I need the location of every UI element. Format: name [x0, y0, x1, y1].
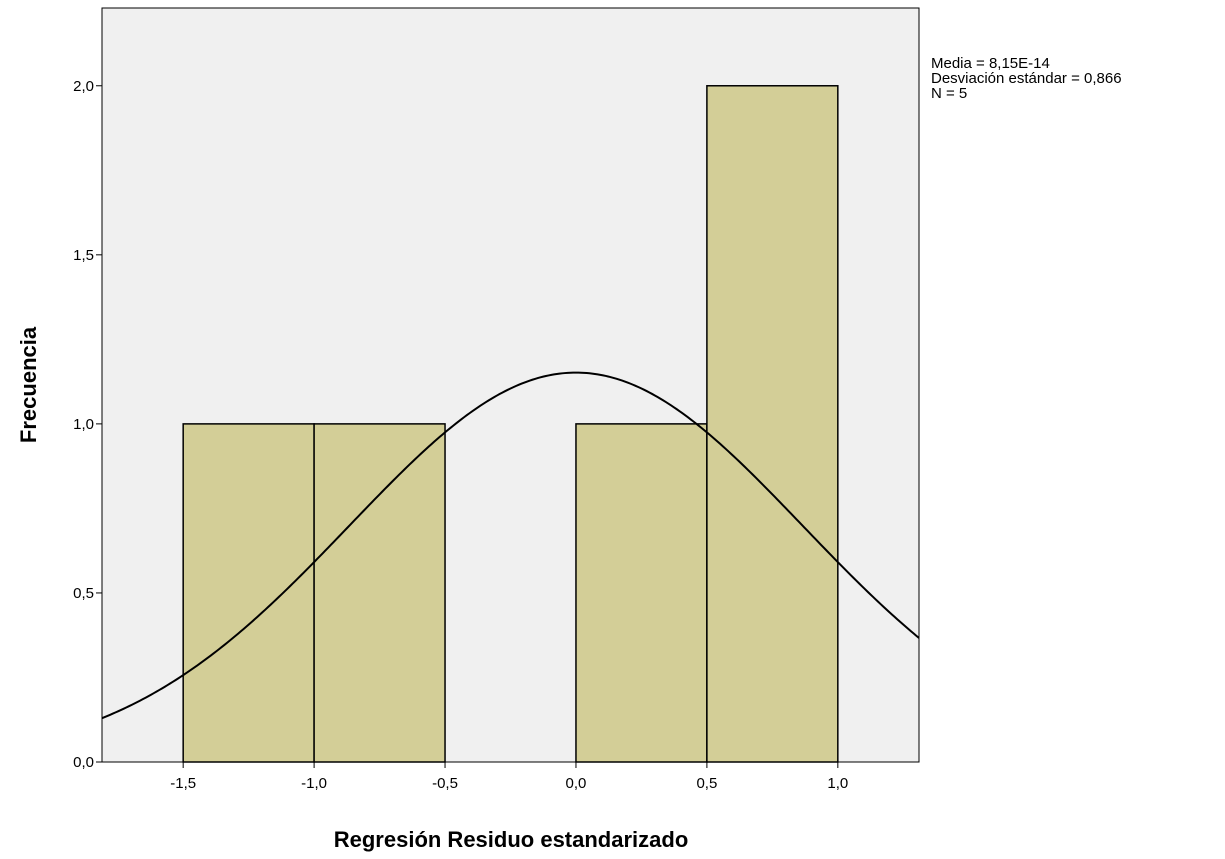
y-axis: 0,0 0,5 1,0 1,5 2,0 [73, 78, 102, 771]
histogram-bar-4 [706, 85, 839, 763]
y-axis-title: Frecuencia [16, 326, 41, 443]
stats-line-0: Media = 8,15E-14 [931, 55, 1050, 72]
x-tick-label-0: -1,5 [170, 775, 196, 792]
histogram-bar-3 [575, 423, 708, 763]
x-tick-label-4: 0,5 [696, 775, 717, 792]
y-tick-label-0: 0,0 [73, 754, 94, 771]
y-tick-label-3: 1,5 [73, 247, 94, 264]
x-axis-title: Regresión Residuo estandarizado [334, 827, 689, 852]
normal-curve [101, 371, 920, 720]
normal-curve-layer [101, 371, 920, 720]
x-axis: -1,5 -1,0 -0,5 0,0 0,5 1,0 [170, 762, 848, 792]
x-tick-label-2: -0,5 [432, 775, 458, 792]
x-tick-label-3: 0,0 [566, 775, 587, 792]
histogram-bar-0 [182, 423, 315, 763]
y-tick-label-1: 0,5 [73, 585, 94, 602]
histogram-bars [182, 85, 839, 763]
x-tick-label-5: 1,0 [827, 775, 848, 792]
histogram-bar-1 [313, 423, 446, 763]
x-tick-label-1: -1,0 [301, 775, 327, 792]
stats-line-1: Desviación estándar = 0,866 [931, 70, 1122, 87]
y-tick-label-4: 2,0 [73, 78, 94, 95]
stats-line-2: N = 5 [931, 85, 967, 102]
y-tick-label-2: 1,0 [73, 416, 94, 433]
